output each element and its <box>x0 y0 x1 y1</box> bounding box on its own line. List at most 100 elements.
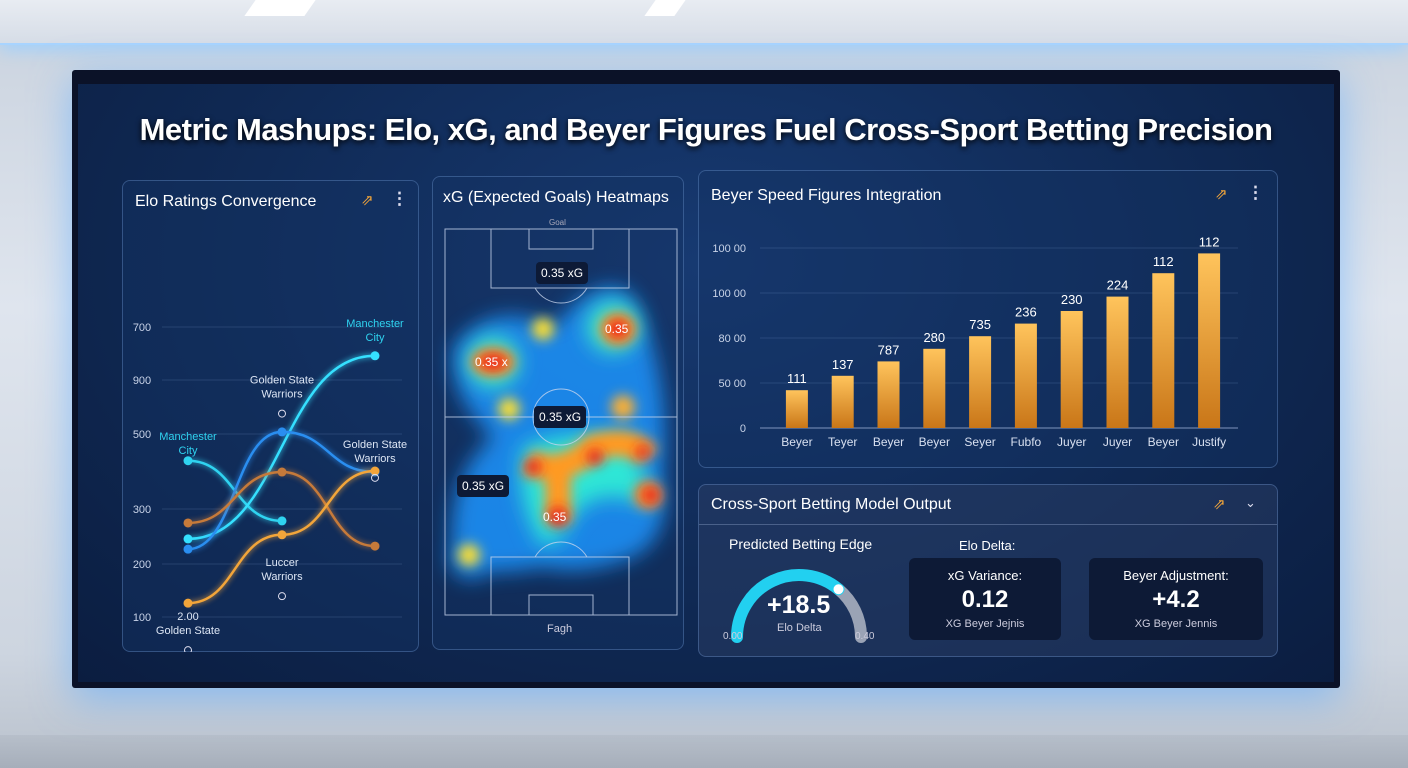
beyer-chart: 0 50 00 80 00 100 00 100 00 111 Beyer 137 Teyer 7… <box>712 234 1238 449</box>
card-value: 0.12 <box>961 586 1009 613</box>
x-tick-label: Beyer <box>919 435 950 449</box>
gauge-fill <box>731 569 845 643</box>
elo-panel: Elo Ratings Convergence ⇗ ⋮ <box>122 180 419 652</box>
series-line <box>187 430 376 551</box>
elo-chart: 7009005003002001000SoccerSoccerBasketbal… <box>133 318 407 652</box>
ceiling <box>0 0 1408 45</box>
gauge-min: 0.00 <box>723 631 743 642</box>
data-point <box>183 598 193 608</box>
annotation-marker <box>278 409 286 418</box>
annotation-label: Warriors <box>261 571 303 583</box>
xg-marker[interactable]: 0.35 <box>605 322 629 336</box>
model-title: Cross-Sport Betting Model Output <box>711 496 952 513</box>
gauge-value: +18.5 <box>767 591 831 619</box>
bar <box>1014 323 1037 428</box>
data-point <box>370 541 380 551</box>
bar-value-label: 280 <box>923 330 945 345</box>
xg-marker[interactable]: 0.35 xG <box>457 475 510 497</box>
bar <box>1060 311 1083 428</box>
ceiling-light <box>244 0 316 16</box>
y-tick-label: 300 <box>133 504 151 516</box>
xg-title: xG (Expected Goals) Heatmaps <box>443 189 669 206</box>
card-sub: XG Beyer Jejnis <box>945 618 1025 630</box>
data-point <box>370 351 380 361</box>
x-tick-label: Seyer <box>964 435 995 449</box>
xg-marker[interactable]: 0.35 xG <box>536 262 589 284</box>
model-panel: Cross-Sport Betting Model Output ⇗ ⌄ Pre… <box>698 484 1278 657</box>
annotation-label: Golden State <box>250 375 314 387</box>
bar-value-label: 111 <box>787 371 807 386</box>
bar <box>923 348 946 428</box>
annotation-label: 2.00 <box>177 611 198 623</box>
card-sub: XG Beyer Jennis <box>1134 618 1218 630</box>
goal-label: Goal <box>549 218 566 227</box>
display-screen: Metric Mashups: Elo, xG, and Beyer Figur… <box>72 70 1340 688</box>
bar <box>877 361 900 428</box>
elo-delta-label: Elo Delta: <box>959 538 1016 553</box>
share-icon[interactable]: ⇗ <box>361 192 374 209</box>
y-tick-label: 900 <box>133 375 151 387</box>
xg-marker[interactable]: 0.35 x <box>475 355 508 369</box>
bar-value-label: 112 <box>1153 254 1174 269</box>
gauge-knob <box>833 584 844 595</box>
annotation-label: City <box>179 445 198 457</box>
annotation-label: Manchester <box>159 431 217 443</box>
bar-value-label: 787 <box>878 342 900 357</box>
elo-title: Elo Ratings Convergence <box>135 193 317 210</box>
annotation-label: Luccer <box>265 557 298 569</box>
bar-value-label: 735 <box>969 317 991 332</box>
bar <box>1152 273 1175 428</box>
share-icon[interactable]: ⇗ <box>1215 186 1228 203</box>
bar <box>969 336 992 428</box>
bar <box>1198 253 1221 428</box>
bar <box>831 375 854 428</box>
pitch-heatmap <box>444 228 678 616</box>
data-point <box>183 534 193 544</box>
card-label: Beyer Adjustment: <box>1123 568 1229 583</box>
bar-value-label: 230 <box>1061 292 1083 307</box>
annotation-marker <box>278 592 286 601</box>
annotation-label: Golden State <box>343 439 407 451</box>
bar <box>785 390 808 428</box>
y-tick-label: 100 <box>133 612 151 624</box>
x-tick-label: Beyer <box>873 435 904 449</box>
chevron-down-icon[interactable]: ⌄ <box>1245 495 1256 510</box>
data-point <box>277 427 287 437</box>
y-tick-label: 100 00 <box>712 288 746 300</box>
bar-value-label: 224 <box>1107 278 1129 293</box>
annotation-marker <box>371 473 379 482</box>
dashboard: Metric Mashups: Elo, xG, and Beyer Figur… <box>78 84 1334 682</box>
y-tick-label: 0 <box>740 423 746 435</box>
series-line <box>187 354 376 541</box>
floor <box>0 735 1408 768</box>
x-tick-label: Juyer <box>1103 435 1132 449</box>
annotation-label: Warriors <box>354 453 396 465</box>
gauge-label: Elo Delta <box>777 622 822 634</box>
y-tick-label: 80 00 <box>718 333 746 345</box>
y-tick-label: 500 <box>133 429 151 441</box>
xg-panel: xG (Expected Goals) Heatmaps Goal Fagh 0… <box>432 176 684 650</box>
bar-value-label: 236 <box>1015 305 1037 320</box>
beyer-title: Beyer Speed Figures Integration <box>711 187 942 204</box>
card-value: +4.2 <box>1152 586 1200 613</box>
divider <box>699 524 1277 525</box>
more-vert-icon[interactable]: ⋮ <box>391 189 408 208</box>
bar-value-label: 112 <box>1199 234 1220 249</box>
page-title: Metric Mashups: Elo, xG, and Beyer Figur… <box>139 112 1273 147</box>
data-point <box>277 467 287 477</box>
edge-gauge <box>731 569 867 643</box>
share-icon[interactable]: ⇗ <box>1213 496 1226 513</box>
bar-value-label: 137 <box>832 357 854 372</box>
xg-marker[interactable]: 0.35 <box>543 510 567 524</box>
gauge-track <box>832 583 867 643</box>
data-point <box>183 456 193 466</box>
x-tick-label: Teyer <box>828 435 857 449</box>
more-vert-icon[interactable]: ⋮ <box>1247 183 1264 202</box>
data-point <box>183 544 193 554</box>
x-tick-label: Beyer <box>1148 435 1179 449</box>
annotation-marker <box>184 646 192 652</box>
x-tick-label: Fubfo <box>1011 435 1042 449</box>
data-point <box>370 466 380 476</box>
xg-marker[interactable]: 0.35 xG <box>534 406 587 428</box>
bar <box>1106 296 1129 428</box>
